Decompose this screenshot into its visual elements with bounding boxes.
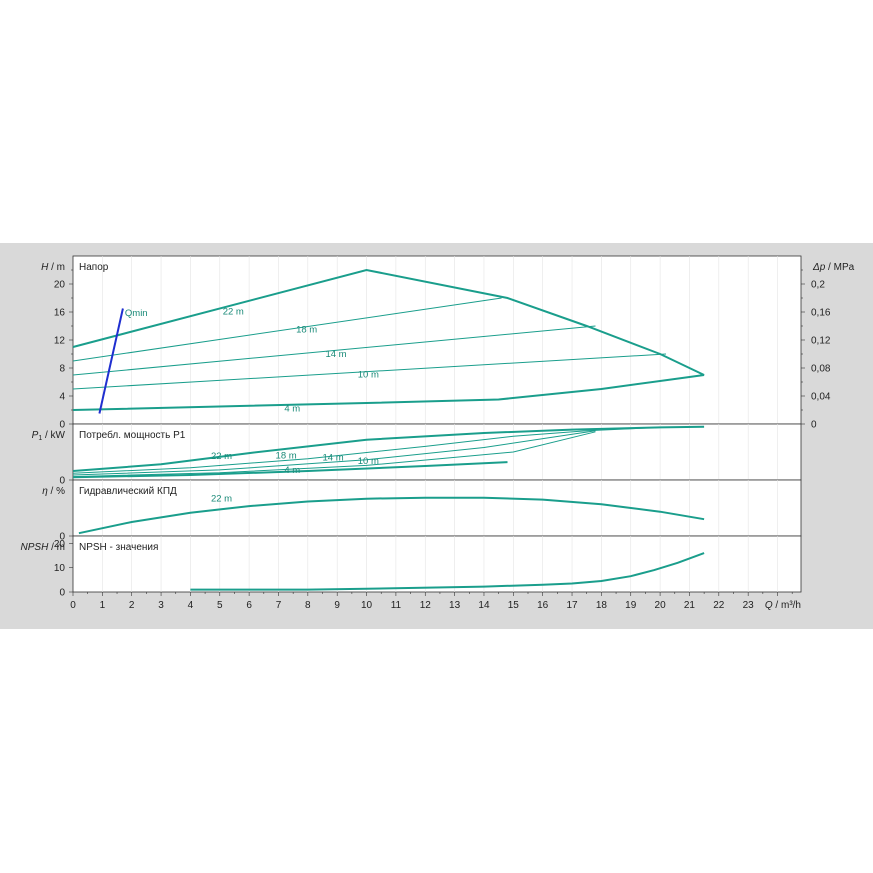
panel-title: Потребл. мощность P1 — [79, 429, 186, 441]
x-tick-label: 10 — [361, 600, 373, 611]
right-y-tick-label: 0,04 — [811, 392, 831, 403]
series-curve — [78, 496, 705, 535]
y-axis-label: H / m — [41, 262, 65, 273]
series-curve — [72, 430, 596, 476]
y-tick-label: 16 — [54, 308, 66, 319]
series-curve — [72, 268, 705, 376]
x-tick-label: 20 — [655, 600, 667, 611]
y-tick-label: 10 — [54, 563, 66, 574]
series-curve — [72, 297, 502, 362]
x-tick-label: 23 — [743, 600, 755, 611]
panel-2-plot-area — [72, 479, 802, 537]
x-axis-label: Q / m³/h — [765, 600, 801, 611]
y-tick-label: 20 — [54, 280, 66, 291]
right-y-tick-label: 0,12 — [811, 336, 831, 347]
x-tick-label: 13 — [449, 600, 461, 611]
y-tick-label: 4 — [59, 392, 65, 403]
series-label: 22 m — [211, 451, 232, 462]
qmin-label: Qmin — [125, 308, 148, 319]
x-tick-label: 16 — [537, 600, 549, 611]
x-tick-label: 21 — [684, 600, 696, 611]
x-tick-label: 11 — [391, 600, 402, 611]
y-axis-label: P1 / kW — [32, 430, 66, 442]
x-tick-label: 6 — [246, 600, 252, 611]
right-y-axis-label: Δp / MPa — [812, 262, 855, 273]
series-curve — [72, 353, 667, 390]
y-tick-label: 0 — [59, 588, 65, 599]
x-tick-label: 1 — [100, 600, 106, 611]
series-label: 4 m — [284, 465, 300, 476]
panel-title: Напор — [79, 262, 109, 273]
x-tick-label: 18 — [596, 600, 608, 611]
y-tick-label: 20 — [54, 539, 66, 550]
y-tick-label: 0 — [59, 420, 65, 431]
x-tick-label: 22 — [713, 600, 725, 611]
panel-title: Гидравлический КПД — [79, 486, 177, 497]
series-label: 10 m — [358, 456, 379, 467]
series-label: 22 m — [223, 306, 244, 317]
panel-title: NPSH - значения — [79, 542, 158, 553]
series-label: 22 m — [211, 494, 232, 505]
qmin-line — [98, 308, 124, 414]
x-tick-label: 2 — [129, 600, 135, 611]
series-label: 14 m — [325, 349, 346, 360]
series-curve — [72, 374, 705, 411]
x-tick-label: 12 — [420, 600, 432, 611]
y-tick-label: 12 — [54, 336, 66, 347]
y-axis-label: NPSH / m — [21, 542, 65, 553]
series-label: 4 m — [284, 404, 300, 415]
y-tick-label: 0 — [59, 532, 65, 543]
x-tick-label: 15 — [508, 600, 520, 611]
y-axis-label: η / % — [42, 486, 65, 497]
x-tick-label: 9 — [334, 600, 340, 611]
x-tick-label: 0 — [70, 600, 76, 611]
series-curve — [72, 325, 596, 376]
x-tick-label: 17 — [566, 600, 578, 611]
series-curve — [72, 461, 508, 479]
pump-curve-panel: 0 4 8 12 16 20 0 0,04 0,08 0,12 0,16 0,2 Δp / MPa H /… — [0, 243, 873, 629]
y-tick-label: 8 — [59, 364, 65, 375]
x-tick-label: 8 — [305, 600, 311, 611]
series-label: 18 m — [276, 450, 297, 461]
right-y-tick-label: 0,16 — [811, 308, 831, 319]
series-label: 18 m — [296, 325, 317, 336]
series-curve — [190, 552, 705, 591]
right-y-tick-label: 0 — [811, 420, 817, 431]
y-tick-label: 0 — [59, 476, 65, 487]
x-tick-label: 7 — [276, 600, 282, 611]
right-y-tick-label: 0,08 — [811, 364, 831, 375]
x-tick-label: 19 — [625, 600, 637, 611]
x-tick-label: 5 — [217, 600, 223, 611]
panel-0-plot-area — [72, 255, 802, 425]
series-curve — [72, 431, 596, 478]
x-tick-label: 3 — [158, 600, 164, 611]
x-tick-label: 14 — [478, 600, 490, 611]
right-y-tick-label: 0,2 — [811, 280, 825, 291]
series-curve — [72, 426, 661, 474]
series-label: 14 m — [323, 453, 344, 464]
series-label: 10 m — [358, 369, 379, 380]
panel-3-plot-area — [72, 535, 802, 593]
x-tick-label: 4 — [188, 600, 194, 611]
